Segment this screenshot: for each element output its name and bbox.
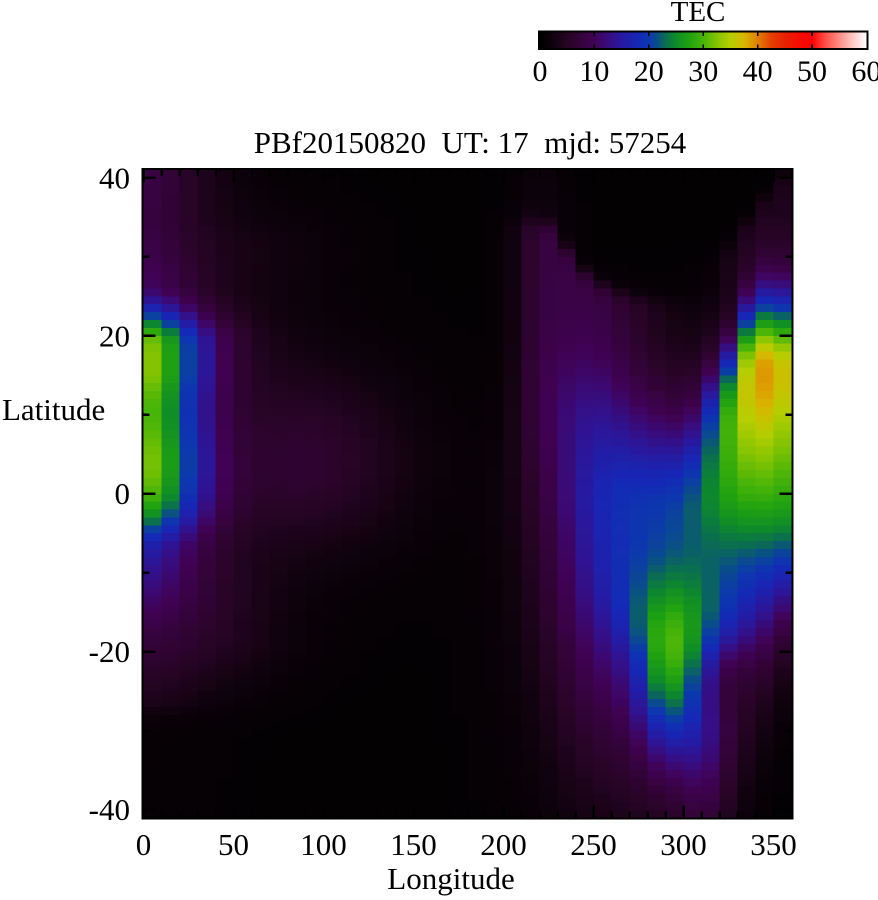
svg-text:30: 30 [688,55,718,88]
svg-text:0: 0 [533,55,548,88]
svg-text:50: 50 [218,827,249,862]
svg-text:PBf20150820 UT: 17 mjd: 5725: PBf20150820 UT: 17 mjd: 57254 [254,125,687,160]
svg-text:TEC: TEC [671,0,726,28]
svg-text:0: 0 [115,476,131,511]
svg-text:20: 20 [634,55,664,88]
svg-text:-40: -40 [89,792,130,827]
svg-text:150: 150 [390,827,437,862]
svg-text:Longitude: Longitude [387,861,514,896]
svg-text:20: 20 [99,318,130,353]
svg-text:40: 40 [99,160,130,195]
svg-text:-20: -20 [89,634,130,669]
svg-text:40: 40 [743,55,773,88]
svg-text:Latitude: Latitude [2,392,105,427]
svg-text:10: 10 [579,55,609,88]
svg-text:60: 60 [851,55,878,88]
svg-text:300: 300 [660,827,707,862]
svg-text:0: 0 [136,827,152,862]
svg-text:50: 50 [797,55,827,88]
svg-text:100: 100 [300,827,347,862]
svg-text:350: 350 [750,827,797,862]
svg-text:250: 250 [570,827,617,862]
svg-text:200: 200 [480,827,527,862]
